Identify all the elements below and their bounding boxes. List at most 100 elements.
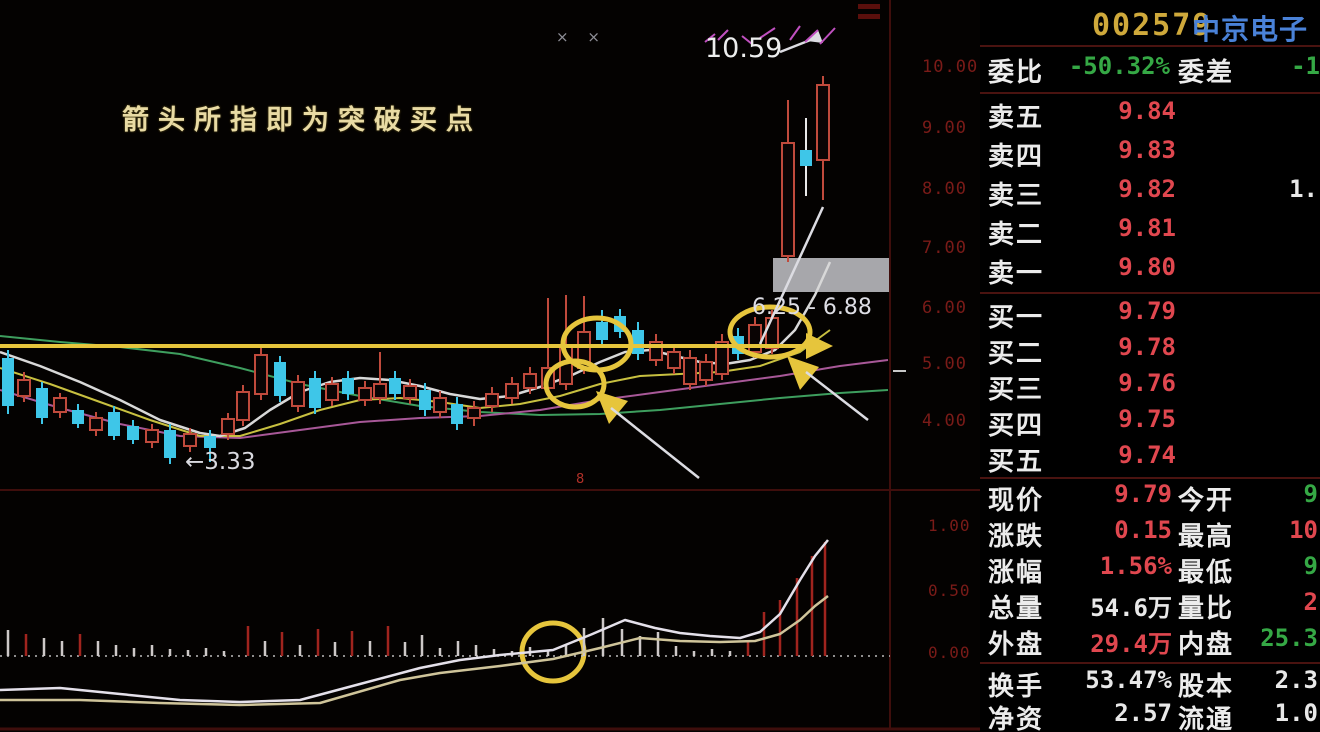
stat-value: 2.57 <box>1114 699 1172 727</box>
stock-code[interactable]: 002579 <box>1092 8 1213 43</box>
low-price-label: ←3.33 <box>185 449 256 475</box>
stat-label: 股本 <box>1178 672 1235 702</box>
candle-down <box>204 436 216 448</box>
candle-up <box>358 387 372 401</box>
level-price[interactable]: 9.81 <box>1118 214 1176 242</box>
candle-up <box>683 357 697 385</box>
candle-down <box>164 430 176 458</box>
order-book-row[interactable]: 卖二 9.81 <box>980 214 1320 253</box>
candle-up <box>505 383 519 399</box>
order-book-row[interactable]: 卖三 9.82 1. <box>980 175 1320 214</box>
level-price[interactable]: 9.84 <box>1118 97 1176 125</box>
level-price[interactable]: 9.80 <box>1118 253 1176 281</box>
divider <box>980 92 1320 94</box>
high-price-label: 10.59 <box>705 33 783 64</box>
candle-up <box>699 361 713 381</box>
stat-value: 25.3 <box>1260 624 1318 652</box>
stat-row: 净资 2.57 流通 1.0 <box>980 699 1320 732</box>
svg-text:10.00: 10.00 <box>922 57 978 77</box>
stat-row: 现价 9.79 今开 9 <box>980 480 1320 516</box>
stat-value: 9.79 <box>1114 480 1172 508</box>
stat-label: 今开 <box>1178 486 1235 516</box>
order-book-row[interactable]: 买三 9.76 <box>980 369 1320 405</box>
candle-down <box>451 404 463 424</box>
order-book-row[interactable]: 买五 9.74 <box>980 441 1320 477</box>
stock-name[interactable]: 中京电子 <box>1192 13 1309 46</box>
stat-label: 外盘 <box>988 630 1045 660</box>
stat-value: 9 <box>1303 480 1318 508</box>
level-price[interactable]: 9.74 <box>1118 441 1176 469</box>
candle-up <box>53 397 67 413</box>
order-book-row[interactable]: 卖一 9.80 <box>980 253 1320 292</box>
candle-up <box>17 379 31 397</box>
highlight-circle <box>543 358 607 410</box>
stat-label: 净资 <box>988 705 1045 732</box>
stat-value: 1.0 <box>1274 699 1318 727</box>
order-book-row[interactable]: 卖四 9.83 <box>980 136 1320 175</box>
svg-text:6.00: 6.00 <box>922 298 967 318</box>
kline-chart-canvas[interactable]: 10.00 9.00 8.00 7.00 6.00 5.00 4.00 1.00 0.50 0.0… <box>0 0 980 732</box>
level-label: 买二 <box>988 339 1045 369</box>
stat-label: 换手 <box>988 672 1045 702</box>
level-price[interactable]: 9.78 <box>1118 333 1176 361</box>
svg-text:5.00: 5.00 <box>922 354 967 374</box>
weibi-row: 委比 -50.32% 委差 -1 <box>980 52 1320 88</box>
level-price[interactable]: 9.76 <box>1118 369 1176 397</box>
candle-up <box>183 433 197 447</box>
level-price[interactable]: 9.83 <box>1118 136 1176 164</box>
stat-row: 外盘 29.4万 内盘 25.3 <box>980 624 1320 660</box>
level-label: 卖二 <box>988 220 1045 250</box>
stat-label: 涨幅 <box>988 558 1045 588</box>
svg-text:9.00: 9.00 <box>922 118 967 138</box>
candle-down <box>800 150 812 166</box>
kline-chart-area[interactable]: 10.00 9.00 8.00 7.00 6.00 5.00 4.00 1.00 0.50 0.0… <box>0 0 980 732</box>
stat-value: 54.6万 <box>1090 594 1172 622</box>
candle-down <box>274 362 286 396</box>
candle-up <box>467 407 481 419</box>
candle-up <box>433 397 447 413</box>
candle-down <box>419 390 431 410</box>
order-book-row[interactable]: 买四 9.75 <box>980 405 1320 441</box>
candle-down <box>36 388 48 418</box>
stat-row: 换手 53.47% 股本 2.3 <box>980 666 1320 702</box>
stat-value: 29.4万 <box>1090 630 1172 658</box>
candle-up <box>816 84 830 161</box>
candle-down <box>596 322 608 340</box>
stat-label: 涨跌 <box>988 522 1045 552</box>
stat-value: 2.3 <box>1274 666 1318 694</box>
candle-up <box>781 142 795 257</box>
candle-up <box>291 381 305 407</box>
date-marker: 8 <box>576 472 585 487</box>
stat-label: 最高 <box>1178 522 1235 552</box>
level-label: 卖三 <box>988 181 1045 211</box>
level-price[interactable]: 9.82 <box>1118 175 1176 203</box>
level-label: 卖五 <box>988 103 1045 133</box>
order-book-row[interactable]: 卖五 9.84 <box>980 97 1320 136</box>
candle-up <box>765 317 779 349</box>
divider <box>980 292 1320 294</box>
level-price[interactable]: 9.79 <box>1118 297 1176 325</box>
candle-up <box>403 385 417 399</box>
stat-value: 53.47% <box>1085 666 1172 694</box>
svg-text:1.00: 1.00 <box>928 516 971 535</box>
level-label: 买三 <box>988 375 1045 405</box>
order-book-row[interactable]: 买二 9.78 <box>980 333 1320 369</box>
stat-label: 现价 <box>988 486 1045 516</box>
candle-up <box>145 429 159 443</box>
stat-value: 2 <box>1303 588 1318 616</box>
order-book-row[interactable]: 买一 9.79 <box>980 297 1320 333</box>
candle-up <box>89 417 103 431</box>
candle-up <box>221 418 235 435</box>
stat-label: 最低 <box>1178 558 1235 588</box>
candle-down <box>632 330 644 354</box>
level-label: 买四 <box>988 411 1045 441</box>
stat-label: 量比 <box>1178 594 1235 624</box>
highlight-circle <box>727 304 813 360</box>
level-label: 买一 <box>988 303 1045 333</box>
weicha-value: -1 <box>1291 52 1320 80</box>
candle-up <box>667 351 681 369</box>
x-marks: × × <box>556 28 607 46</box>
svg-text:4.00: 4.00 <box>922 411 967 431</box>
candle-up <box>236 391 250 421</box>
level-price[interactable]: 9.75 <box>1118 405 1176 433</box>
